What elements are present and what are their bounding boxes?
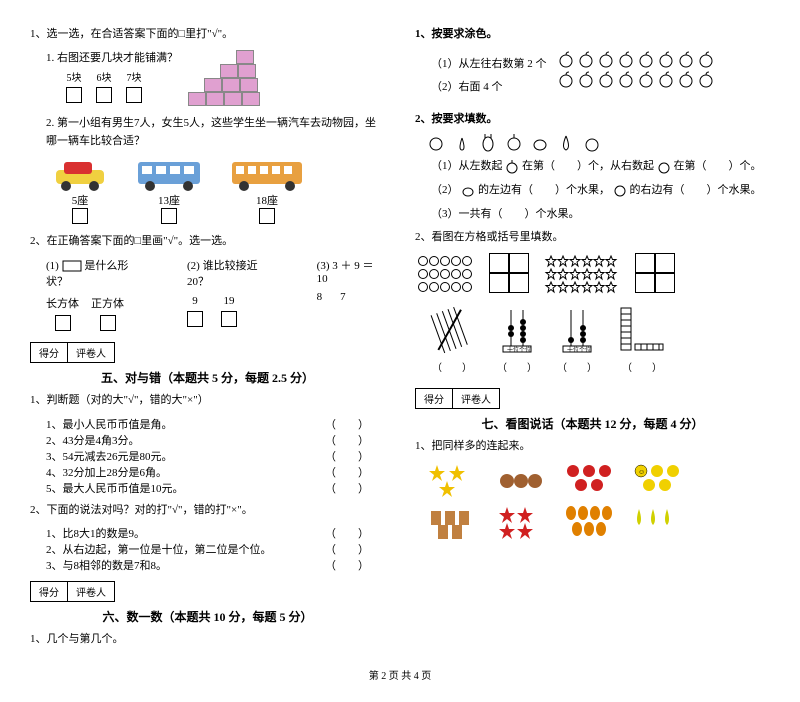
checkbox[interactable] bbox=[66, 87, 82, 103]
r7-1: 1、把同样多的连起来。 bbox=[415, 438, 770, 456]
car-5: 5座 bbox=[50, 156, 110, 227]
tf-intro2: 2、下面的说法对吗？对的打"√"，错的打"×"。 bbox=[30, 502, 385, 520]
apple-rows bbox=[557, 50, 715, 103]
r1-1: （1）从左往右数第 2 个 bbox=[431, 56, 547, 74]
q1-2: 2. 第一小组有男生7人，女生5人，这些学生坐一辆汽车去动物园，坐哪一辆车比较合… bbox=[46, 115, 385, 150]
checkbox[interactable] bbox=[221, 311, 237, 327]
r2-1: （1）从左数起 在第（ ）个，从右数起 在第（ ）个。 bbox=[431, 158, 770, 176]
r2-2: （2） 的左边有（ ）个水果， 的右边有（ ）个水果。 bbox=[431, 182, 770, 200]
r1: 1、按要求涂色。 bbox=[415, 26, 770, 44]
q2-3: (3) 3 ＋ 9 ＝ 10 bbox=[317, 257, 385, 285]
r1-2: （2）右面 4 个 bbox=[431, 79, 547, 97]
opt-7: 7块 bbox=[126, 71, 142, 109]
section-6: 六、数一数（本题共 10 分，每题 5 分） bbox=[30, 608, 385, 625]
score-box: 得分评卷人 bbox=[30, 342, 115, 363]
q1-1: 1. 右图还要几块才能铺满？ bbox=[46, 50, 178, 68]
q2-1: (1) 是什么形状？ bbox=[46, 257, 147, 289]
connect-bottom bbox=[427, 503, 770, 539]
checkbox[interactable] bbox=[187, 311, 203, 327]
bus-13: 13座 bbox=[134, 156, 204, 227]
section-5: 五、对与错（本题共 5 分，每题 2.5 分） bbox=[30, 369, 385, 386]
count-row: （ ） 十位个位 （ ） 十位个位 （ ） （ ） bbox=[427, 304, 770, 374]
r2-3: （3）一共有（ ）个水果。 bbox=[431, 206, 770, 224]
checkbox[interactable] bbox=[100, 315, 116, 331]
q2-2: (2) 谁比较接近20？ bbox=[187, 257, 277, 289]
stair-grid bbox=[188, 50, 260, 106]
grid-row1 bbox=[415, 253, 770, 298]
opt-5: 5块 bbox=[66, 71, 82, 109]
page-footer: 第 2 页 共 4 页 bbox=[30, 667, 770, 682]
svg-text:十位: 十位 bbox=[507, 346, 519, 354]
checkbox[interactable] bbox=[72, 208, 88, 224]
r2: 2、按要求填数。 bbox=[415, 111, 770, 129]
svg-text:个位: 个位 bbox=[519, 346, 531, 354]
checkbox[interactable] bbox=[126, 87, 142, 103]
q6-1: 1、几个与第几个。 bbox=[30, 631, 385, 649]
score-box2: 得分评卷人 bbox=[30, 581, 115, 602]
svg-text:十位: 十位 bbox=[567, 346, 579, 354]
checkbox[interactable] bbox=[96, 87, 112, 103]
checkbox[interactable] bbox=[161, 208, 177, 224]
checkbox[interactable] bbox=[55, 315, 71, 331]
q1: 1、选一选，在合适答案下面的□里打"√"。 bbox=[30, 26, 385, 44]
r3: 2、看图在方格或括号里填数。 bbox=[415, 229, 770, 247]
opt-6: 6块 bbox=[96, 71, 112, 109]
connect-top: ☺ bbox=[427, 461, 770, 497]
tf-intro: 1、判断题（对的大"√"，错的大"×"） bbox=[30, 392, 385, 410]
bus-18: 18座 bbox=[228, 156, 306, 227]
q2: 2、在正确答案下面的□里画"√"。选一选。 bbox=[30, 233, 385, 251]
section-7: 七、看图说话（本题共 12 分，每题 4 分） bbox=[415, 415, 770, 432]
svg-text:☺: ☺ bbox=[638, 468, 645, 476]
checkbox[interactable] bbox=[259, 208, 275, 224]
score-box3: 得分评卷人 bbox=[415, 388, 500, 409]
fruit-row bbox=[427, 134, 770, 152]
svg-text:个位: 个位 bbox=[579, 346, 591, 354]
